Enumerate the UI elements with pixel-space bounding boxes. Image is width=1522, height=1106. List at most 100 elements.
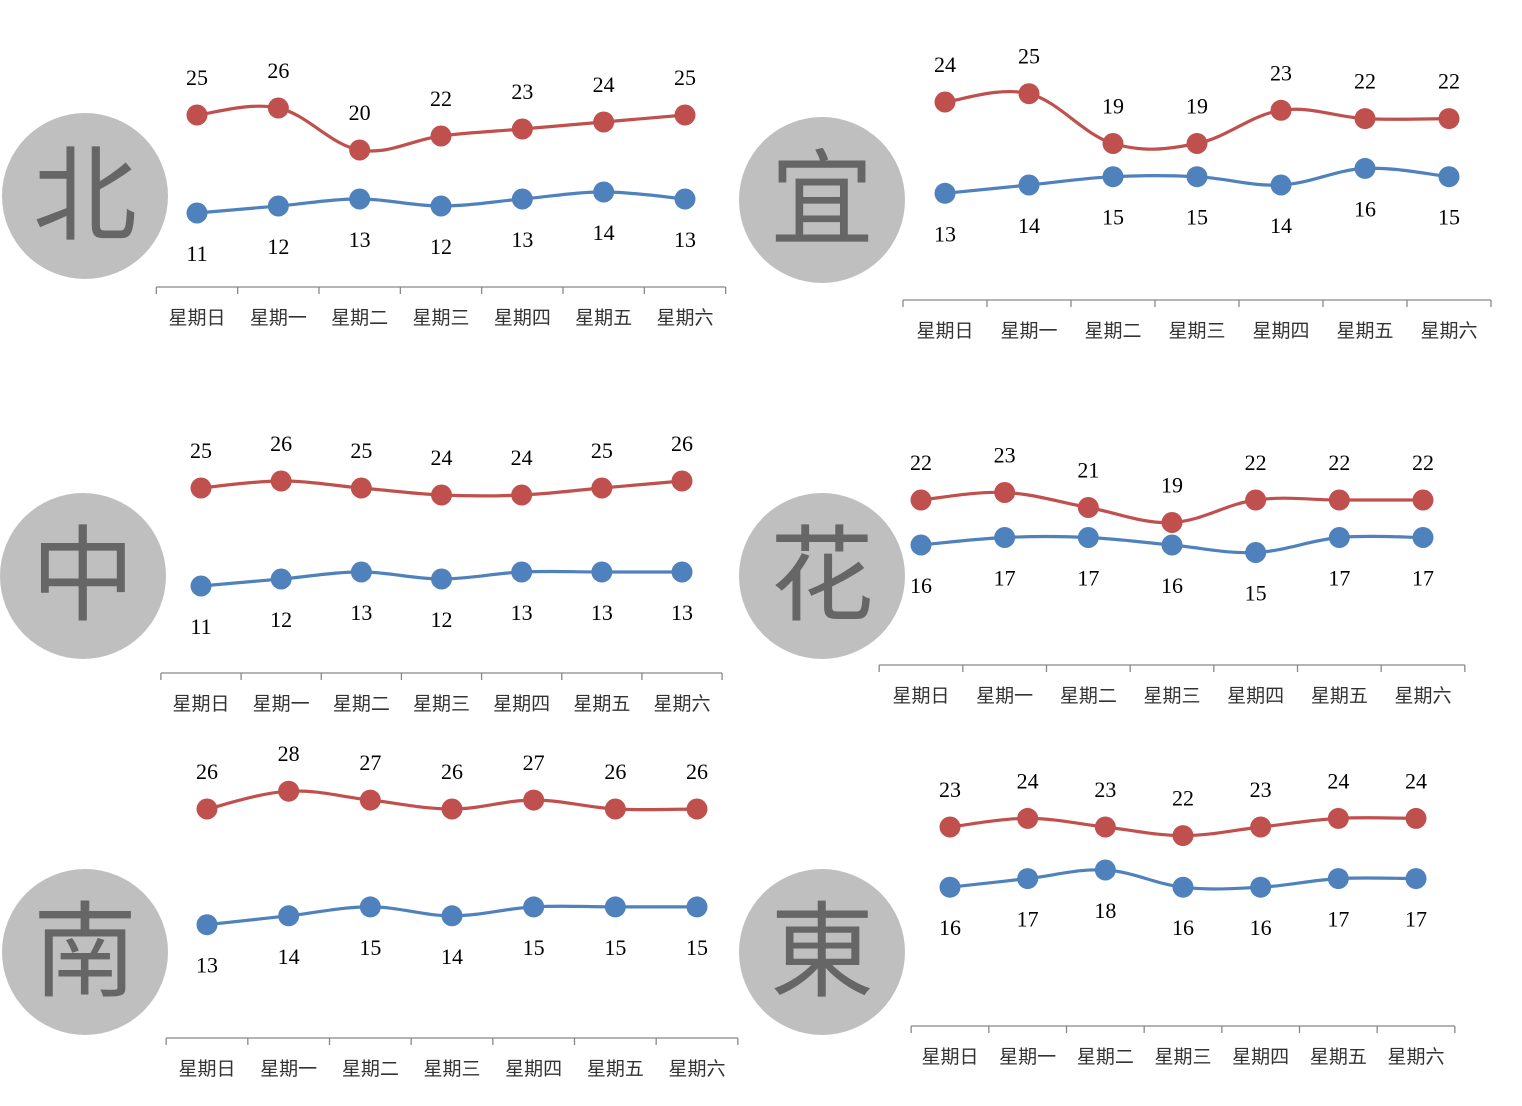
high-temp-label: 23 xyxy=(1270,60,1292,85)
low-temp-label: 15 xyxy=(686,935,708,960)
x-tick-label: 星期三 xyxy=(1154,1046,1211,1068)
chart-panel: 星期日 星期一 星期二 星期三 星期四 星期五 星期六 26 28 27 26 27 26 26 13 14 1… xyxy=(165,741,739,1080)
low-temp-label: 13 xyxy=(671,600,693,625)
low-temp-label: 15 xyxy=(1438,205,1460,230)
x-tick-label: 星期六 xyxy=(656,307,713,329)
low-temp-label: 13 xyxy=(511,600,533,625)
low-temp-label: 13 xyxy=(196,953,218,978)
low-temp-label: 15 xyxy=(359,935,381,960)
low-temp-point xyxy=(1405,868,1427,890)
high-temp-point xyxy=(591,477,613,499)
high-temp-point xyxy=(994,482,1016,503)
high-temp-point xyxy=(278,780,300,802)
high-temp-label: 26 xyxy=(671,431,693,456)
low-temp-point xyxy=(270,568,292,590)
low-temp-label: 14 xyxy=(441,944,463,969)
high-temp-label: 28 xyxy=(278,741,300,766)
low-temp-label: 12 xyxy=(431,607,453,632)
low-temp-point xyxy=(910,534,932,556)
high-temp-point xyxy=(1245,489,1267,511)
low-temp-point xyxy=(1186,166,1208,188)
high-temp-point xyxy=(190,477,212,499)
high-temp-label: 23 xyxy=(1094,777,1116,802)
low-temp-point xyxy=(523,896,545,918)
low-temp-point xyxy=(349,188,371,210)
x-tick-label: 星期一 xyxy=(1000,320,1057,342)
high-temp-point xyxy=(604,798,626,820)
x-tick-label: 星期四 xyxy=(494,307,551,329)
high-temp-label: 19 xyxy=(1161,473,1183,498)
x-tick-label: 星期一 xyxy=(253,693,310,715)
low-temp-label: 18 xyxy=(1094,898,1116,923)
low-temp-label: 16 xyxy=(1250,915,1272,940)
high-temp-label: 23 xyxy=(994,443,1016,468)
high-temp-label: 19 xyxy=(1102,94,1124,119)
high-temp-point xyxy=(934,91,956,113)
chart-panel: 星期日 星期一 星期二 星期三 星期四 星期五 星期六 22 23 21 19 22 22 22 16 17 1… xyxy=(878,443,1466,707)
low-temp-label: 14 xyxy=(1270,213,1292,238)
x-tick-label: 星期六 xyxy=(1420,320,1477,342)
low-temp-point xyxy=(1270,174,1292,196)
low-temp-point xyxy=(511,561,533,583)
x-tick-label: 星期三 xyxy=(1143,685,1200,707)
high-temp-point xyxy=(431,484,452,506)
low-temp-label: 16 xyxy=(1172,915,1194,940)
high-temp-label: 25 xyxy=(350,438,372,463)
x-tick-label: 星期四 xyxy=(1227,685,1284,707)
x-tick-label: 星期四 xyxy=(1232,1046,1289,1068)
chart-panel: 星期日 星期一 星期二 星期三 星期四 星期五 星期六 25 26 20 22 23 24 25 11 12 1… xyxy=(155,58,727,329)
low-temp-point xyxy=(278,905,300,927)
low-temp-label: 15 xyxy=(523,935,545,960)
x-tick-label: 星期三 xyxy=(413,693,470,715)
chart-panel: 星期日 星期一 星期二 星期三 星期四 星期五 星期六 24 25 19 19 23 22 22 13 14 1… xyxy=(902,44,1492,342)
low-temp-label: 16 xyxy=(910,573,932,598)
high-temp-point xyxy=(349,139,371,161)
high-temp-point xyxy=(1094,816,1116,838)
low-temp-point xyxy=(1077,527,1099,548)
high-temp-label: 19 xyxy=(1186,94,1208,119)
low-temp-label: 11 xyxy=(186,241,207,266)
high-temp-point xyxy=(1102,133,1124,154)
x-tick-label: 星期日 xyxy=(892,685,949,707)
low-temp-point xyxy=(511,188,533,210)
high-temp-point xyxy=(939,816,961,838)
low-temp-point xyxy=(190,575,212,597)
high-temp-point xyxy=(1017,807,1039,829)
low-temp-point xyxy=(604,896,626,918)
high-temp-point xyxy=(1018,83,1040,105)
low-temp-point xyxy=(674,188,696,210)
low-temp-label: 13 xyxy=(350,600,372,625)
low-temp-point xyxy=(1102,166,1124,188)
x-tick-label: 星期二 xyxy=(1060,685,1117,707)
x-tick-label: 星期三 xyxy=(412,307,469,329)
low-temp-point xyxy=(671,561,693,583)
high-temp-point xyxy=(1327,807,1349,829)
high-temp-point xyxy=(1161,512,1183,533)
city-badge: 南 xyxy=(2,869,168,1035)
low-temp-label: 14 xyxy=(278,944,300,969)
high-temp-label: 20 xyxy=(349,100,371,125)
low-temp-label: 16 xyxy=(1161,573,1183,598)
x-tick-label: 星期六 xyxy=(1387,1046,1444,1068)
x-tick-label: 星期日 xyxy=(178,1058,235,1080)
high-temp-point xyxy=(1412,489,1434,511)
high-temp-point xyxy=(196,798,218,820)
low-temp-point xyxy=(939,876,961,898)
x-tick-label: 星期一 xyxy=(999,1046,1056,1068)
high-temp-label: 22 xyxy=(1438,69,1460,94)
chart-panel: 星期日 星期一 星期二 星期三 星期四 星期五 星期六 25 26 25 24 24 25 26 11 12 1… xyxy=(160,431,723,715)
low-temp-point xyxy=(1017,868,1039,890)
x-tick-label: 星期四 xyxy=(1252,320,1309,342)
x-tick-label: 星期五 xyxy=(587,1058,644,1080)
high-temp-label: 23 xyxy=(511,79,533,104)
high-temp-label: 25 xyxy=(190,438,212,463)
low-temp-point xyxy=(1354,157,1376,179)
city-badge: 東 xyxy=(739,869,905,1035)
high-temp-label: 22 xyxy=(1412,450,1434,475)
low-temp-label: 13 xyxy=(591,600,613,625)
low-temp-label: 15 xyxy=(1186,205,1208,230)
high-temp-label: 26 xyxy=(604,759,626,784)
high-temp-label: 26 xyxy=(196,759,218,784)
high-temp-label: 25 xyxy=(674,65,696,90)
